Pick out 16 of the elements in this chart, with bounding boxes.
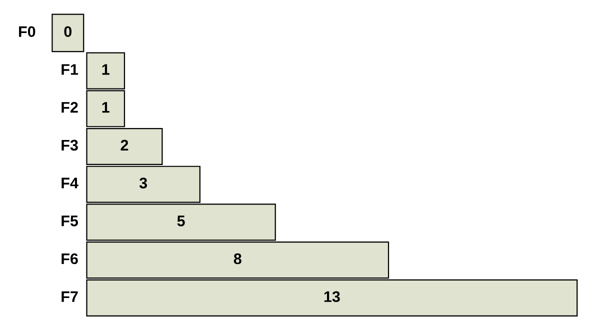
data-label: 1 (102, 102, 110, 113)
data-label: 3 (139, 178, 148, 188)
y-tick-label: F6 (62, 253, 78, 264)
y-tick-label: F5 (62, 216, 78, 226)
data-label: 0 (64, 26, 72, 38)
y-tick-label: F0 (19, 26, 36, 38)
y-tick-label: F4 (62, 178, 78, 188)
data-label: 1 (102, 64, 110, 75)
y-tick-label: F3 (62, 140, 78, 151)
data-label: 2 (120, 140, 128, 150)
data-label: 13 (324, 291, 340, 302)
y-tick-label: F7 (62, 291, 78, 302)
data-label: 8 (234, 253, 242, 264)
y-tick-label: F1 (62, 64, 78, 75)
y-tick-label: F2 (62, 102, 78, 113)
data-label: 5 (177, 216, 185, 226)
